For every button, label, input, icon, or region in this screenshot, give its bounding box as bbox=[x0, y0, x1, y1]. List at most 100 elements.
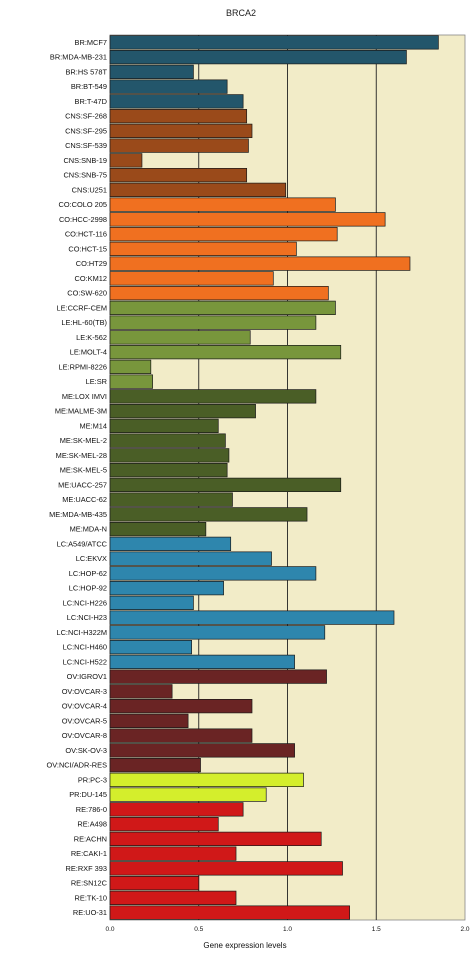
bar bbox=[109, 241, 297, 257]
bar bbox=[109, 698, 253, 714]
bar bbox=[109, 684, 173, 699]
category-label: ME:MDA-MB-435 bbox=[49, 510, 107, 519]
category-label: PR:PC-3 bbox=[78, 775, 107, 784]
category-label: BR:HS 578T bbox=[66, 67, 108, 76]
x-tick-label: 1.0 bbox=[283, 926, 292, 933]
bar bbox=[109, 182, 287, 198]
category-label: ME:LOX IMVI bbox=[62, 392, 107, 401]
bar bbox=[109, 757, 201, 773]
category-label: CNS:SF-268 bbox=[65, 112, 107, 121]
category-label: ME:MALME-3M bbox=[55, 407, 107, 416]
bar bbox=[109, 345, 342, 360]
category-label: ME:SK-MEL-2 bbox=[60, 436, 107, 445]
category-label: ME:SK-MEL-28 bbox=[56, 451, 107, 460]
bar bbox=[109, 212, 386, 227]
bar bbox=[109, 123, 253, 138]
bar bbox=[109, 802, 244, 817]
category-label: BR:T-47D bbox=[75, 97, 107, 106]
bar bbox=[109, 477, 342, 493]
x-tick-label: 0.0 bbox=[105, 926, 114, 933]
category-label: LC:EKVX bbox=[76, 554, 107, 563]
category-label: BR:MDA-MB-231 bbox=[50, 53, 107, 62]
bar bbox=[109, 580, 224, 596]
bar bbox=[109, 94, 244, 109]
bar bbox=[109, 507, 308, 522]
bar bbox=[109, 197, 336, 212]
bar bbox=[109, 35, 439, 50]
category-label: LC:HOP-92 bbox=[69, 584, 107, 593]
category-labels: BR:MCF7 BR:MDA-MB-231 BR:HS 578T BR:BT-549 B… bbox=[47, 38, 108, 917]
bar bbox=[109, 404, 256, 419]
bar bbox=[109, 890, 237, 905]
category-label: RE:786-0 bbox=[76, 805, 107, 814]
bar bbox=[109, 463, 228, 478]
category-label: ME:UACC-257 bbox=[58, 480, 107, 489]
bar bbox=[109, 831, 322, 846]
category-label: RE:SN12C bbox=[71, 879, 108, 888]
category-label: LE:SR bbox=[86, 377, 107, 386]
bar bbox=[109, 448, 230, 463]
bar bbox=[109, 566, 317, 581]
bar bbox=[109, 551, 272, 566]
bar bbox=[109, 286, 329, 301]
bar bbox=[109, 79, 228, 94]
category-label: CO:KM12 bbox=[75, 274, 107, 283]
category-label: CNS:SF-539 bbox=[65, 141, 107, 150]
bar bbox=[109, 669, 327, 684]
bar bbox=[109, 743, 295, 758]
bar bbox=[109, 64, 194, 79]
x-axis-label: Gene expression levels bbox=[203, 941, 286, 950]
bar bbox=[109, 905, 350, 920]
x-tick-label: 1.5 bbox=[372, 926, 381, 933]
category-label: RE:CAKI-1 bbox=[71, 849, 107, 858]
category-label: LC:NCI-H322M bbox=[56, 628, 107, 637]
x-tick-label: 2.0 bbox=[460, 926, 469, 933]
category-label: LC:A549/ATCC bbox=[57, 539, 108, 548]
category-label: LE:RPMI-8226 bbox=[59, 362, 107, 371]
category-label: RE:TK-10 bbox=[75, 893, 107, 902]
category-label: RE:UO-31 bbox=[73, 908, 107, 917]
category-label: LE:CCRF-CEM bbox=[56, 303, 107, 312]
category-label: RE:ACHN bbox=[74, 834, 107, 843]
category-label: CO:HCT-15 bbox=[68, 244, 107, 253]
category-label: LE:MOLT-4 bbox=[70, 348, 107, 357]
bar bbox=[109, 256, 411, 271]
bar bbox=[109, 639, 193, 655]
category-label: LC:HOP-62 bbox=[69, 569, 107, 578]
bar bbox=[109, 536, 232, 551]
category-label: CNS:U251 bbox=[72, 185, 107, 194]
chart-title: BRCA2 bbox=[226, 8, 256, 18]
bar bbox=[109, 595, 194, 610]
bar bbox=[109, 374, 153, 389]
category-label: ME:SK-MEL-5 bbox=[60, 466, 107, 475]
bar bbox=[109, 433, 226, 448]
category-label: CNS:SF-295 bbox=[65, 126, 107, 135]
category-label: CNS:SNB-75 bbox=[63, 171, 107, 180]
category-label: ME:M14 bbox=[79, 421, 107, 430]
bar bbox=[109, 359, 152, 375]
bar bbox=[109, 271, 274, 286]
category-label: LC:NCI-H522 bbox=[63, 657, 107, 666]
bar bbox=[109, 315, 317, 330]
bar bbox=[109, 153, 143, 168]
x-axis-ticks: 0.0 0.5 1.0 1.5 2.0 bbox=[105, 926, 469, 933]
bar bbox=[109, 521, 207, 537]
bar bbox=[109, 654, 295, 669]
category-label: ME:UACC-62 bbox=[62, 495, 107, 504]
bar bbox=[109, 846, 237, 861]
bars bbox=[109, 35, 439, 920]
category-label: CO:HCT-116 bbox=[65, 230, 107, 239]
bar bbox=[109, 772, 304, 787]
category-label: CO:COLO 205 bbox=[59, 200, 107, 209]
bar bbox=[109, 138, 249, 153]
category-label: LE:K-562 bbox=[76, 333, 107, 342]
category-label: ME:MDA-N bbox=[70, 525, 107, 534]
category-label: RE:A498 bbox=[77, 820, 107, 829]
bar bbox=[109, 418, 219, 434]
bar bbox=[109, 49, 407, 65]
bar bbox=[109, 875, 200, 891]
category-label: CO:SW-620 bbox=[67, 289, 107, 298]
category-label: OV:OVCAR-3 bbox=[62, 687, 107, 696]
category-label: OV:IGROV1 bbox=[67, 672, 107, 681]
category-label: LC:NCI-H226 bbox=[63, 598, 107, 607]
